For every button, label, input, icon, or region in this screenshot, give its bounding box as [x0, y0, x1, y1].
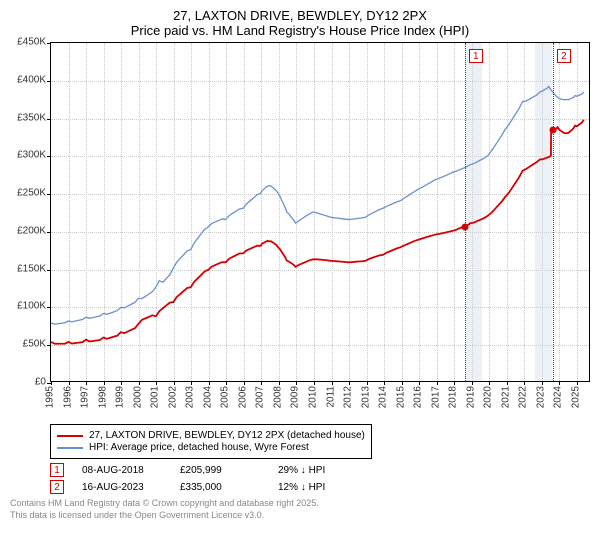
footnote: Contains HM Land Registry data © Crown c…: [10, 498, 590, 521]
x-tick-label: 2017: [430, 386, 441, 408]
event-row-badge: 1: [50, 463, 64, 477]
legend-row: HPI: Average price, detached house, Wyre…: [57, 442, 365, 453]
x-tick-label: 2008: [272, 386, 283, 408]
y-tick-label: £400K: [17, 74, 46, 85]
y-tick-label: £50K: [23, 339, 46, 350]
x-tick-label: 2023: [535, 386, 546, 408]
event-row: 2 16-AUG-2023 £335,000 12% ↓ HPI: [50, 480, 590, 494]
x-tick-label: 2016: [413, 386, 424, 408]
x-tick-label: 2007: [255, 386, 266, 408]
x-tick-label: 1995: [45, 386, 56, 408]
x-tick-label: 2021: [500, 386, 511, 408]
x-tick-label: 2010: [307, 386, 318, 408]
plot-canvas: 12: [50, 42, 590, 382]
title-block: 27, LAXTON DRIVE, BEWDLEY, DY12 2PX Pric…: [10, 8, 590, 38]
y-tick-label: £350K: [17, 112, 46, 123]
event-line: [465, 43, 466, 381]
x-tick-label: 2003: [185, 386, 196, 408]
x-tick-label: 1996: [62, 386, 73, 408]
event-point: [549, 126, 556, 133]
x-tick-label: 2006: [237, 386, 248, 408]
event-row-delta: 29% ↓ HPI: [278, 465, 358, 476]
title-address: 27, LAXTON DRIVE, BEWDLEY, DY12 2PX: [10, 8, 590, 23]
legend-swatch: [57, 435, 83, 437]
x-tick-label: 2018: [448, 386, 459, 408]
series-price_paid: [51, 120, 584, 344]
x-tick-label: 2022: [518, 386, 529, 408]
x-tick-label: 2011: [325, 386, 336, 408]
event-row-delta: 12% ↓ HPI: [278, 482, 358, 493]
x-tick-label: 2009: [290, 386, 301, 408]
y-tick-label: £200K: [17, 225, 46, 236]
x-tick-label: 2019: [465, 386, 476, 408]
legend-swatch: [57, 447, 83, 449]
x-tick-label: 2015: [395, 386, 406, 408]
y-tick-label: £300K: [17, 150, 46, 161]
x-tick-label: 2000: [132, 386, 143, 408]
legend-label: HPI: Average price, detached house, Wyre…: [89, 442, 309, 453]
y-tick-label: £150K: [17, 263, 46, 274]
x-tick-label: 1998: [97, 386, 108, 408]
title-subtitle: Price paid vs. HM Land Registry's House …: [10, 23, 590, 38]
footnote-line1: Contains HM Land Registry data © Crown c…: [10, 498, 590, 510]
event-row: 1 08-AUG-2018 £205,999 29% ↓ HPI: [50, 463, 590, 477]
x-tick-label: 1999: [115, 386, 126, 408]
y-tick-label: £250K: [17, 188, 46, 199]
event-row-date: 16-AUG-2023: [82, 482, 162, 493]
x-tick-label: 2001: [150, 386, 161, 408]
legend-row: 27, LAXTON DRIVE, BEWDLEY, DY12 2PX (det…: [57, 430, 365, 441]
chart-area: £0£50K£100K£150K£200K£250K£300K£350K£400…: [10, 42, 590, 422]
y-tick-label: £450K: [17, 37, 46, 48]
event-badge: 1: [469, 49, 483, 63]
x-tick-label: 2004: [202, 386, 213, 408]
event-badge: 2: [557, 49, 571, 63]
x-tick-label: 2013: [360, 386, 371, 408]
series-hpi: [51, 87, 584, 325]
x-tick-label: 2005: [220, 386, 231, 408]
chart-container: 27, LAXTON DRIVE, BEWDLEY, DY12 2PX Pric…: [0, 0, 600, 560]
event-row-date: 08-AUG-2018: [82, 465, 162, 476]
events-table: 1 08-AUG-2018 £205,999 29% ↓ HPI 2 16-AUG-202…: [50, 463, 590, 494]
x-axis: 1995199619971998199920002001200220032004…: [50, 384, 590, 422]
x-tick-label: 2020: [483, 386, 494, 408]
event-point: [461, 224, 468, 231]
legend-label: 27, LAXTON DRIVE, BEWDLEY, DY12 2PX (det…: [89, 430, 365, 441]
x-tick-label: 2025: [570, 386, 581, 408]
x-tick-label: 2024: [553, 386, 564, 408]
series-svg: [51, 43, 589, 381]
legend: 27, LAXTON DRIVE, BEWDLEY, DY12 2PX (det…: [50, 424, 372, 459]
y-tick-label: £100K: [17, 301, 46, 312]
x-tick-label: 2012: [343, 386, 354, 408]
event-line: [553, 43, 554, 381]
x-tick-label: 2002: [167, 386, 178, 408]
event-row-price: £335,000: [180, 482, 260, 493]
x-tick-label: 1997: [80, 386, 91, 408]
event-row-price: £205,999: [180, 465, 260, 476]
y-axis: £0£50K£100K£150K£200K£250K£300K£350K£400…: [10, 42, 48, 382]
x-tick-label: 2014: [378, 386, 389, 408]
event-row-badge: 2: [50, 480, 64, 494]
footnote-line2: This data is licensed under the Open Gov…: [10, 510, 590, 522]
